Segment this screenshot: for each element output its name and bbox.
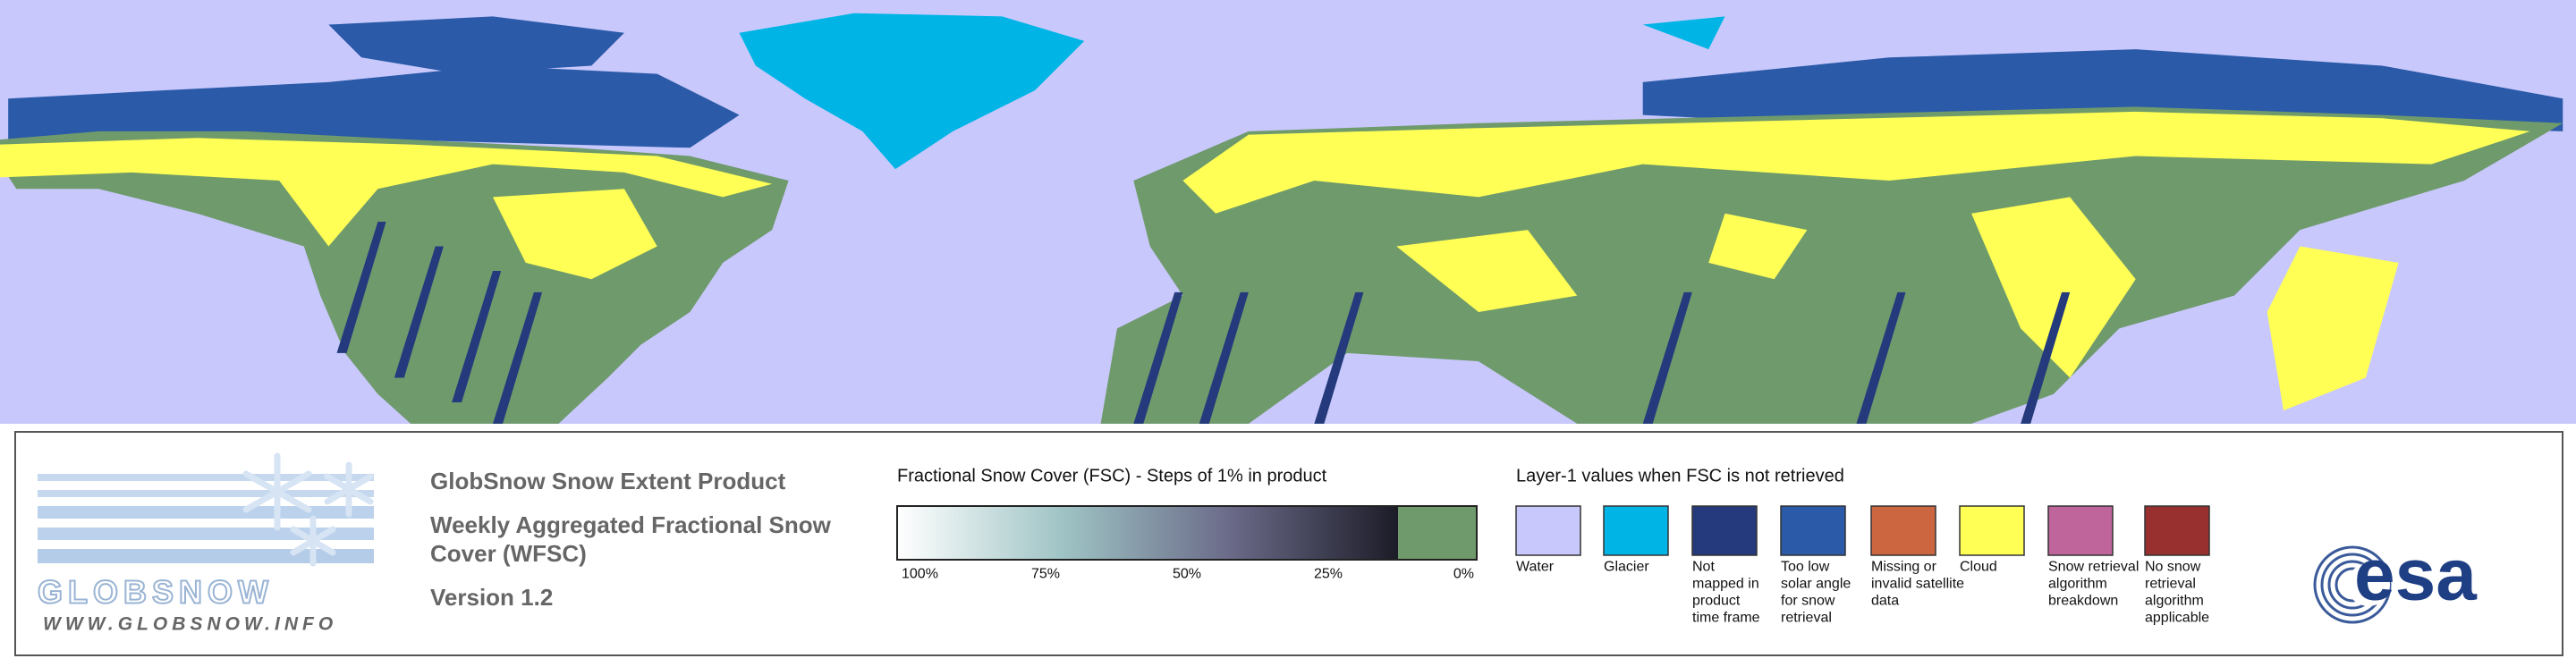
fsc-tick-label: 25% [1314, 566, 1343, 581]
land [0, 13, 2563, 424]
logo-url: WWW.GLOBSNOW.INFO [43, 613, 337, 634]
class-label: mapped in [1692, 576, 1759, 591]
product-title: GlobSnow Snow Extent Product [430, 468, 786, 494]
class-swatch [2047, 505, 2114, 556]
class-swatch [1603, 505, 1669, 556]
layer1-title: Layer-1 values when FSC is not retrieved [1516, 467, 1844, 486]
product-subtitle: Cover (WFSC) [430, 540, 587, 567]
class-swatch [1959, 505, 2025, 556]
class-label: Not [1692, 559, 1715, 574]
product-version: Version 1.2 [430, 584, 553, 611]
class-label: retrieval [1781, 610, 1832, 625]
class-label: Water [1516, 559, 1555, 574]
class-swatch [2144, 505, 2210, 556]
class-label: time frame [1692, 610, 1760, 625]
class-label: Snow retrieval [2048, 559, 2139, 574]
fsc-colorbar [897, 506, 1398, 560]
class-label: Glacier [1604, 559, 1649, 574]
class-label: applicable [2145, 610, 2209, 625]
colorbar-frame [896, 505, 1478, 561]
esa-logo: esa [2313, 534, 2478, 624]
class-label: for snow [1781, 593, 1835, 608]
class-label: invalid satellite [1871, 576, 1964, 591]
class-label: breakdown [2048, 593, 2118, 608]
fsc-tick-label: 100% [902, 566, 938, 581]
class-swatch [1691, 505, 1758, 556]
fsc-zero-swatch [1398, 506, 1477, 560]
class-label: Too low [1781, 559, 1830, 574]
fsc-tick-label: 50% [1173, 566, 1201, 581]
class-label: retrieval [2145, 576, 2196, 591]
fsc-tick-label: 0% [1453, 566, 1474, 581]
class-label: algorithm [2048, 576, 2107, 591]
class-label: Missing or [1871, 559, 1937, 574]
class-label: algorithm [2145, 593, 2204, 608]
class-label: No snow [2145, 559, 2201, 574]
class-label: product [1692, 593, 1741, 608]
class-label: Cloud [1960, 559, 1997, 574]
class-swatch [1870, 505, 1936, 556]
globsnow-logo: GLOBSNOW WWW.GLOBSNOW.INFO [37, 452, 374, 634]
fsc-title: Fractional Snow Cover (FSC) - Steps of 1… [897, 467, 1327, 486]
class-swatch [1780, 505, 1846, 556]
class-label: solar angle [1781, 576, 1851, 591]
class-swatch [1515, 505, 1581, 556]
fsc-tick-label: 75% [1031, 566, 1060, 581]
map [0, 0, 2576, 424]
class-label: data [1871, 593, 1899, 608]
logo-name: GLOBSNOW [38, 573, 274, 610]
product-subtitle: Weekly Aggregated Fractional Snow [430, 511, 832, 538]
esa-wordmark: esa [2354, 534, 2478, 615]
